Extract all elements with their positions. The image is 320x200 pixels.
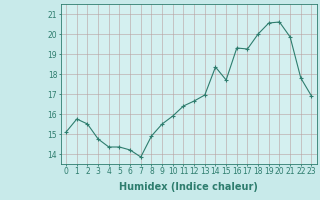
X-axis label: Humidex (Indice chaleur): Humidex (Indice chaleur): [119, 182, 258, 192]
